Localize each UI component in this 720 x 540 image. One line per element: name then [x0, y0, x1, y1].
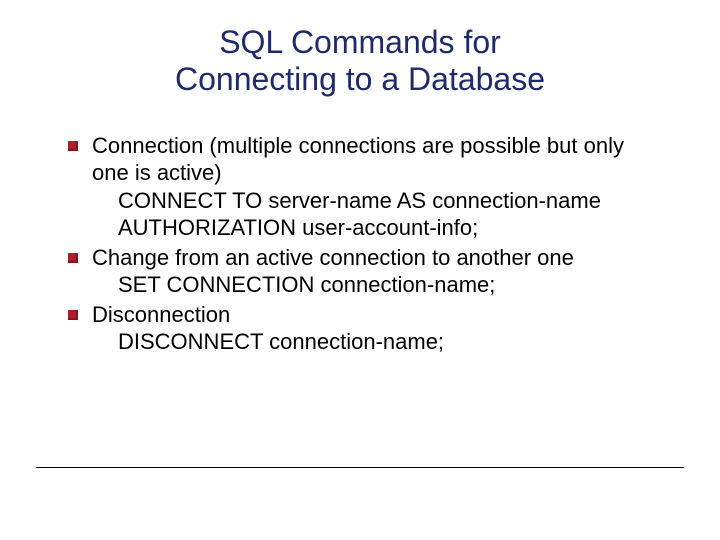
item-text: Disconnection [92, 301, 662, 329]
bullet-icon [68, 141, 78, 151]
item-text: Connection (multiple connections are pos… [92, 132, 662, 187]
title-line-1: SQL Commands for [219, 24, 501, 60]
item-subline: SET CONNECTION connection-name; [92, 271, 662, 299]
content-area: Connection (multiple connections are pos… [48, 132, 672, 356]
list-item: Disconnection DISCONNECT connection-name… [68, 301, 662, 356]
slide: SQL Commands for Connecting to a Databas… [0, 0, 720, 540]
item-text: Change from an active connection to anot… [92, 244, 662, 272]
title-line-2: Connecting to a Database [175, 61, 545, 97]
item-subline: DISCONNECT connection-name; [92, 328, 662, 356]
bullet-icon [68, 310, 78, 320]
list-item: Change from an active connection to anot… [68, 244, 662, 299]
item-subline: CONNECT TO server-name AS connection-nam… [92, 187, 662, 215]
list-item: Connection (multiple connections are pos… [68, 132, 662, 242]
item-body: Change from an active connection to anot… [92, 244, 662, 299]
horizontal-rule [36, 467, 684, 468]
item-subline: AUTHORIZATION user-account-info; [92, 214, 662, 242]
item-body: Disconnection DISCONNECT connection-name… [92, 301, 662, 356]
item-body: Connection (multiple connections are pos… [92, 132, 662, 242]
bullet-icon [68, 253, 78, 263]
slide-title: SQL Commands for Connecting to a Databas… [90, 24, 630, 98]
